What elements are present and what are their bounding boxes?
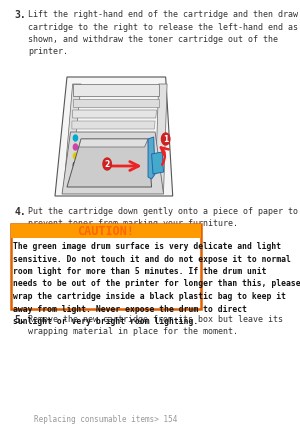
Bar bbox=[11, 225, 201, 239]
Circle shape bbox=[73, 145, 77, 151]
Polygon shape bbox=[148, 138, 155, 180]
Polygon shape bbox=[62, 132, 164, 195]
Circle shape bbox=[161, 134, 170, 146]
Text: 3.: 3. bbox=[14, 10, 26, 20]
Polygon shape bbox=[73, 111, 157, 119]
Text: Lift the right-hand end of the cartridge and then draw the
cartridge to the righ: Lift the right-hand end of the cartridge… bbox=[28, 10, 300, 56]
Text: The green image drum surface is very delicate and light
sensitive. Do not touch : The green image drum surface is very del… bbox=[14, 242, 300, 325]
Circle shape bbox=[73, 154, 77, 160]
Polygon shape bbox=[67, 140, 152, 187]
Polygon shape bbox=[55, 78, 173, 196]
Text: 2: 2 bbox=[104, 160, 110, 169]
Polygon shape bbox=[73, 85, 159, 97]
Circle shape bbox=[73, 136, 77, 142]
Circle shape bbox=[73, 163, 77, 169]
Text: 1: 1 bbox=[163, 135, 168, 144]
Text: Replacing consumable items> 154: Replacing consumable items> 154 bbox=[34, 414, 177, 423]
Polygon shape bbox=[73, 100, 159, 108]
Text: 5.: 5. bbox=[14, 314, 26, 324]
Text: Put the cartridge down gently onto a piece of paper to
prevent toner from markin: Put the cartridge down gently onto a pie… bbox=[28, 207, 298, 228]
Polygon shape bbox=[79, 140, 148, 148]
Bar bbox=[11, 225, 201, 309]
Circle shape bbox=[103, 158, 111, 170]
Text: CAUTION!: CAUTION! bbox=[77, 225, 134, 238]
Text: Remove the new cartridge from its box but leave its
wrapping material in place f: Remove the new cartridge from its box bu… bbox=[28, 314, 283, 336]
Polygon shape bbox=[72, 122, 155, 130]
Text: 4.: 4. bbox=[14, 207, 26, 216]
Polygon shape bbox=[155, 85, 167, 193]
Polygon shape bbox=[152, 153, 164, 175]
Polygon shape bbox=[64, 85, 81, 193]
